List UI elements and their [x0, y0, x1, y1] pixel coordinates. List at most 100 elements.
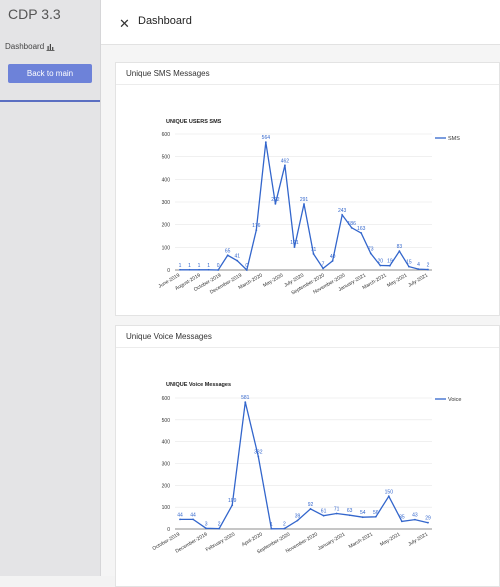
data-label: 41 — [234, 254, 240, 260]
page-title: Dashboard — [138, 15, 192, 27]
data-label: 2 — [427, 263, 430, 269]
y-tick-label: 500 — [162, 418, 171, 424]
x-tick-label: January-2021 — [317, 531, 347, 552]
chart-title: UNIQUE USERS SMS — [166, 119, 222, 125]
data-label: 7 — [322, 261, 325, 267]
x-tick-label: February-2020 — [205, 531, 237, 553]
top-bar: ✕ Dashboard — [101, 0, 500, 45]
data-label: 0 — [245, 263, 248, 269]
data-point — [264, 141, 267, 144]
data-point — [427, 521, 429, 524]
x-tick-label: April-2020 — [241, 531, 264, 548]
data-point — [312, 253, 315, 255]
data-label: 101 — [290, 240, 299, 246]
data-point — [350, 226, 353, 229]
data-point — [361, 516, 364, 519]
data-label: 4 — [417, 262, 420, 268]
data-label: 19 — [387, 259, 393, 265]
data-point — [379, 264, 382, 267]
x-tick-label: July-2021 — [407, 272, 429, 288]
data-label: 20 — [378, 258, 384, 264]
app-title: CDP 3.3 — [8, 6, 61, 22]
data-point — [218, 527, 221, 530]
data-label: 44 — [177, 512, 183, 518]
data-label: 44 — [190, 512, 196, 518]
data-point — [296, 519, 299, 522]
back-to-main-button[interactable]: Back to main — [8, 64, 92, 83]
voice-chart: UNIQUE Voice Messages 0 100 200 300 400 500 600… — [152, 382, 462, 555]
data-label: 292 — [271, 197, 280, 203]
data-label: 1 — [207, 263, 210, 269]
data-label: 581 — [241, 395, 250, 401]
sidebar-divider — [0, 100, 100, 102]
data-label: 15 — [406, 260, 412, 266]
data-label: 56 — [373, 510, 379, 516]
x-tick-label: May-2021 — [386, 272, 408, 288]
series-line — [180, 401, 429, 530]
data-point — [322, 514, 325, 517]
data-point — [255, 229, 258, 232]
data-point — [192, 518, 194, 521]
y-tick-label: 300 — [162, 200, 171, 206]
data-label: 176 — [252, 223, 261, 229]
data-point — [179, 518, 181, 521]
data-point — [374, 515, 377, 518]
data-point — [331, 260, 334, 262]
data-point — [257, 455, 260, 458]
data-label: 29 — [425, 516, 431, 522]
data-point — [400, 520, 403, 523]
y-tick-label: 400 — [162, 177, 171, 183]
y-tick-label: 0 — [167, 527, 170, 533]
data-label: 109 — [228, 498, 237, 504]
data-label: 1 — [179, 263, 182, 269]
data-point — [244, 401, 247, 404]
data-point — [245, 269, 248, 271]
data-label: 150 — [385, 489, 394, 495]
data-label: 35 — [399, 514, 405, 520]
data-label: 43 — [412, 513, 418, 519]
data-label: 61 — [321, 509, 327, 515]
data-point — [231, 504, 234, 507]
y-tick-label: 100 — [162, 505, 171, 511]
x-tick-label: July-2021 — [407, 531, 429, 547]
data-point — [335, 512, 338, 515]
y-tick-label: 400 — [162, 440, 171, 446]
data-label: 63 — [347, 508, 353, 514]
legend-label: SMS — [448, 136, 460, 142]
data-point — [369, 252, 372, 255]
y-tick-label: 100 — [162, 245, 171, 251]
data-label: 65 — [225, 248, 231, 254]
data-label: 243 — [338, 208, 347, 214]
data-label: 3 — [205, 521, 208, 527]
data-point — [293, 246, 296, 249]
card-title: Unique Voice Messages — [116, 326, 499, 348]
data-point — [217, 269, 220, 271]
data-label: 0 — [217, 263, 220, 269]
chart-title: UNIQUE Voice Messages — [166, 382, 231, 388]
series-line — [180, 142, 429, 272]
main-content: ✕ Dashboard Unique SMS Messages UNIQUE U… — [101, 0, 500, 587]
sidebar: CDP 3.3 Dashboard Back to main — [0, 0, 101, 576]
data-point — [274, 202, 277, 205]
data-point — [284, 164, 286, 167]
data-label: 40 — [330, 254, 336, 260]
y-tick-label: 200 — [162, 223, 171, 229]
y-tick-label: 0 — [167, 268, 170, 274]
data-label: 92 — [308, 502, 314, 508]
y-tick-label: 500 — [162, 155, 171, 161]
data-point — [270, 527, 273, 530]
voice-card: Unique Voice Messages UNIQUE Voice Messa… — [115, 325, 500, 587]
x-tick-label: May-2021 — [379, 531, 401, 547]
data-label: 73 — [368, 246, 374, 252]
data-point — [348, 514, 351, 517]
close-icon[interactable]: ✕ — [119, 16, 130, 31]
data-point — [341, 214, 344, 216]
y-tick-label: 600 — [162, 132, 171, 138]
sidebar-item-dashboard[interactable]: Dashboard — [5, 42, 55, 51]
bar-chart-icon — [46, 43, 55, 51]
data-point — [360, 232, 363, 234]
data-point — [414, 518, 416, 521]
y-tick-label: 300 — [162, 462, 171, 468]
data-point — [226, 254, 229, 257]
